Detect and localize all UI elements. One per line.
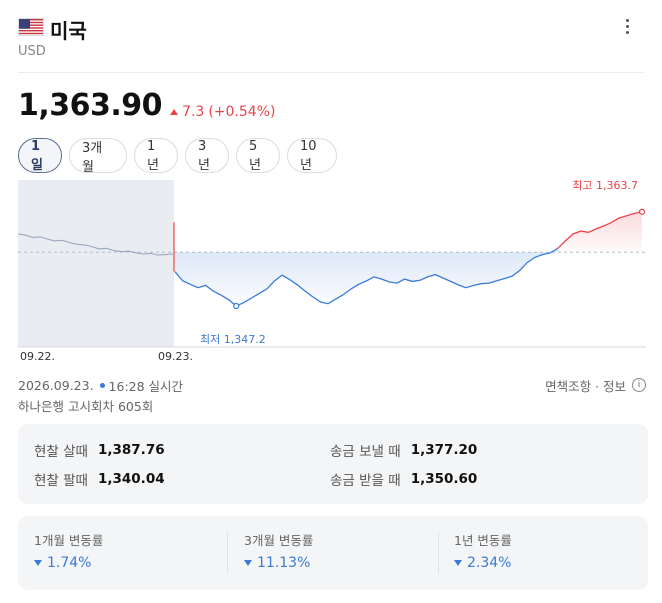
info-icon: i [632,378,646,392]
quote-date: 2026.09.23. [18,377,94,393]
change-1m-value: 1.74% [47,555,92,571]
send-value: 1,377.20 [410,442,478,458]
cash-sell-row: 현찰 팔때 1,340.04 [34,469,165,489]
disclaimer-link[interactable]: 면책조항 · 정보 i [545,375,646,395]
live-dot-icon [99,382,105,388]
cash-buy-row: 현찰 살때 1,387.76 [34,440,165,460]
cash-buy-label: 현찰 살때 [34,444,88,460]
price-row: 1,363.90 7.3 (+0.54%) [18,88,275,128]
disclaimer-text: 면책조항 · 정보 [545,378,626,394]
prev-day-shade [18,180,174,347]
change-1y-label: 1년 변동률 [454,533,512,548]
send-label: 송금 보낼 때 [330,444,401,460]
high-label-text: 최고 [572,180,592,192]
divider [438,532,439,574]
above-close-area [557,211,642,253]
x-tick-label: 09.22. [20,350,55,363]
prev-day-line [17,233,174,256]
tab-3m[interactable]: 3개월 [69,138,127,175]
us-flag-icon [18,18,44,36]
currency-country-title: 미국 [50,19,87,43]
divider [227,532,228,574]
price-change: 7.3 (+0.54%) [170,104,275,120]
rates-panel: 현찰 살때 1,387.76 현찰 팔때 1,340.04 송금 보낼 때 1,… [18,424,648,504]
today-line-above [557,211,643,249]
quote-time: 16:28 실시간 [108,378,184,394]
current-price: 1,363.90 [18,88,163,123]
receive-label: 송금 받을 때 [330,473,401,489]
low-label-value: 1,347.2 [224,333,266,346]
tab-5y[interactable]: 5년 [236,138,280,173]
exchange-rate-chart[interactable]: 09.22. 09.23. 최고 1,363.7 최저 1,347.2 [17,179,646,365]
period-tabs: 1일 3개월 1년 3년 5년 10년 [18,138,337,175]
change-1y: 1년 변동률 2.34% [454,530,644,571]
quote-meta: 2026.09.23. 16:28 실시간 하나은행 고시회차 605회 면책조… [18,375,646,414]
change-1y-value: 2.34% [467,555,512,571]
change-3m-label: 3개월 변동률 [244,533,314,548]
send-row: 송금 보낼 때 1,377.20 [330,440,477,460]
more-vertical-icon[interactable] [618,14,636,38]
header: 미국 USD [18,14,644,64]
high-marker [638,208,646,215]
chart-svg: 09.22. 09.23. 최고 1,363.7 최저 1,347.2 [17,179,646,363]
high-label: 최고 1,363.7 [572,180,638,192]
change-1m-label: 1개월 변동률 [34,533,104,548]
triangle-down-icon [244,560,252,566]
low-marker [233,302,240,310]
quote-source: 하나은행 고시회차 605회 [18,399,154,414]
high-label-value: 1,363.7 [596,180,638,192]
cash-buy-value: 1,387.76 [97,442,165,458]
tab-1d[interactable]: 1일 [18,138,62,173]
receive-value: 1,350.60 [410,471,478,487]
triangle-down-icon [454,560,462,566]
receive-row: 송금 받을 때 1,350.60 [330,469,477,489]
change-rates-panel: 1개월 변동률 1.74% 3개월 변동률 11.13% 1년 변동률 2.34… [18,516,648,590]
change-3m-value: 11.13% [257,555,311,571]
change-percent: (+0.54%) [208,104,276,120]
triangle-down-icon [34,560,42,566]
x-tick-label: 09.23. [158,350,193,363]
header-divider [18,72,644,73]
tab-1y[interactable]: 1년 [134,138,178,173]
below-close-area [175,248,558,306]
change-1m: 1개월 변동률 1.74% [34,530,224,571]
change-3m: 3개월 변동률 11.13% [244,530,434,571]
tab-3y[interactable]: 3년 [185,138,229,173]
low-label: 최저 1,347.2 [200,333,266,346]
cash-sell-label: 현찰 팔때 [34,473,88,489]
low-label-text: 최저 [200,333,220,346]
cash-sell-value: 1,340.04 [97,471,165,487]
currency-code: USD [18,44,46,59]
tab-10y[interactable]: 10년 [287,138,337,173]
change-amount: 7.3 [182,104,205,120]
triangle-up-icon [170,109,179,115]
